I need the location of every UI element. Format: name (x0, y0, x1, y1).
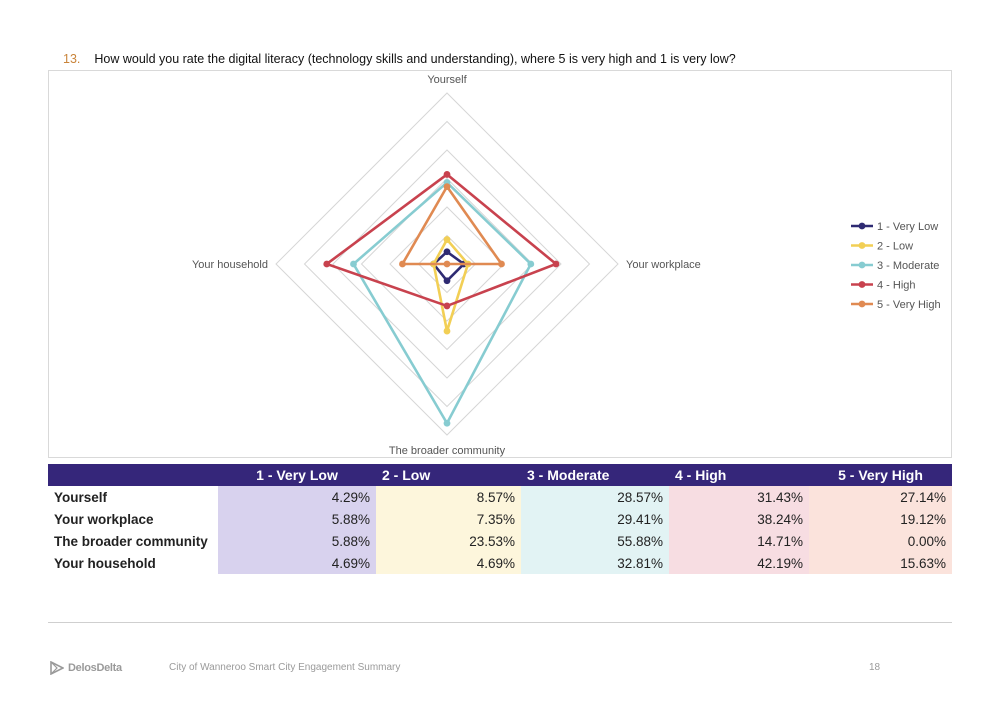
legend-marker (858, 300, 866, 308)
logo-text: DelosDelta (68, 662, 122, 674)
axis-label: Yourself (427, 74, 467, 86)
series-line (400, 184, 504, 266)
cell-high: 14.71% (669, 530, 809, 552)
row-label: Your household (54, 555, 156, 571)
footer-document-title: City of Wanneroo Smart City Engagement S… (169, 662, 401, 673)
cell-very-low: 4.29% (218, 486, 376, 508)
cell-very-high: 19.12% (809, 508, 952, 530)
page-number: 18 (869, 662, 881, 673)
data-point (443, 248, 451, 256)
delosdelta-logo-icon (50, 661, 64, 675)
data-point (552, 260, 560, 268)
radar-chart-frame: Yourself Your workplace The broader commun… (48, 70, 952, 458)
legend-label: 1 - Very Low (877, 221, 938, 233)
grid-ring (303, 120, 591, 408)
cell-high: 31.43% (669, 486, 809, 508)
cell-low: 4.69% (376, 552, 521, 574)
row-label: Yourself (54, 489, 108, 505)
cell-moderate: 29.41% (521, 508, 669, 530)
table-header-blank (48, 464, 218, 486)
grid-ring (417, 234, 477, 294)
axis-label: Your workplace (626, 259, 701, 271)
data-point (443, 419, 451, 427)
cell-high: 42.19% (669, 552, 809, 574)
legend-marker (858, 242, 866, 249)
row-label: The broader community (54, 533, 208, 549)
data-point (443, 171, 451, 178)
data-point (443, 302, 451, 310)
data-table: 1 - Very Low 2 - Low 3 - Moderate 4 - Hi… (48, 464, 952, 574)
cell-very-high: 27.14% (809, 486, 952, 508)
legend-label: 5 - Very High (877, 299, 941, 311)
table-header-high: 4 - High (669, 464, 809, 486)
question-heading: 13. How would you rate the digital litera… (63, 52, 736, 66)
data-point (443, 277, 451, 285)
table-row: Your workplace 5.88% 7.35% 29.41% 38.24%… (48, 508, 952, 530)
axis-label: The broader community (389, 445, 506, 457)
row-label: Your workplace (54, 511, 154, 527)
table-header-very-low: 1 - Very Low (218, 464, 376, 486)
data-point (527, 260, 535, 268)
data-point (323, 260, 331, 268)
data-point (498, 260, 505, 268)
data-point (443, 236, 451, 243)
cell-high: 38.24% (669, 508, 809, 530)
footer-divider (48, 622, 952, 623)
cell-low: 23.53% (376, 530, 521, 552)
legend-marker (858, 281, 866, 288)
cell-moderate: 32.81% (521, 552, 669, 574)
table-header-row: 1 - Very Low 2 - Low 3 - Moderate 4 - Hi… (48, 464, 952, 486)
question-number: 13. (63, 52, 81, 66)
table-row: Yourself 4.29% 8.57% 28.57% 31.43% 27.14… (48, 486, 952, 508)
cell-very-low: 4.69% (218, 552, 376, 574)
grid-ring (360, 177, 534, 351)
question-text: How would you rate the digital literacy … (94, 52, 736, 66)
cell-very-high: 15.63% (809, 552, 952, 574)
grid-ring (332, 149, 562, 379)
legend-label: 4 - High (877, 280, 916, 292)
legend-marker (858, 222, 866, 230)
legend-marker (858, 261, 866, 269)
table-header-very-high: 5 - Very High (809, 464, 952, 486)
table-row: The broader community 5.88% 23.53% 55.88… (48, 530, 952, 552)
table-row: Your household 4.69% 4.69% 32.81% 42.19%… (48, 552, 952, 574)
cell-moderate: 55.88% (521, 530, 669, 552)
cell-low: 8.57% (376, 486, 521, 508)
data-point (443, 183, 451, 191)
data-point (443, 260, 451, 268)
footer-logo: DelosDelta (50, 661, 122, 675)
grid-ring (275, 92, 619, 436)
cell-moderate: 28.57% (521, 486, 669, 508)
legend-label: 2 - Low (877, 241, 913, 253)
table-header-low: 2 - Low (376, 464, 521, 486)
cell-low: 7.35% (376, 508, 521, 530)
data-point (399, 260, 406, 268)
cell-very-high: 0.00% (809, 530, 952, 552)
cell-very-low: 5.88% (218, 530, 376, 552)
data-point (350, 260, 357, 268)
table-header-moderate: 3 - Moderate (521, 464, 669, 486)
radar-chart: Yourself Your workplace The broader commun… (192, 74, 941, 457)
axis-label: Your household (192, 259, 268, 271)
cell-very-low: 5.88% (218, 508, 376, 530)
data-point (443, 327, 451, 335)
grid-ring (389, 206, 505, 322)
legend-label: 3 - Moderate (877, 260, 939, 272)
